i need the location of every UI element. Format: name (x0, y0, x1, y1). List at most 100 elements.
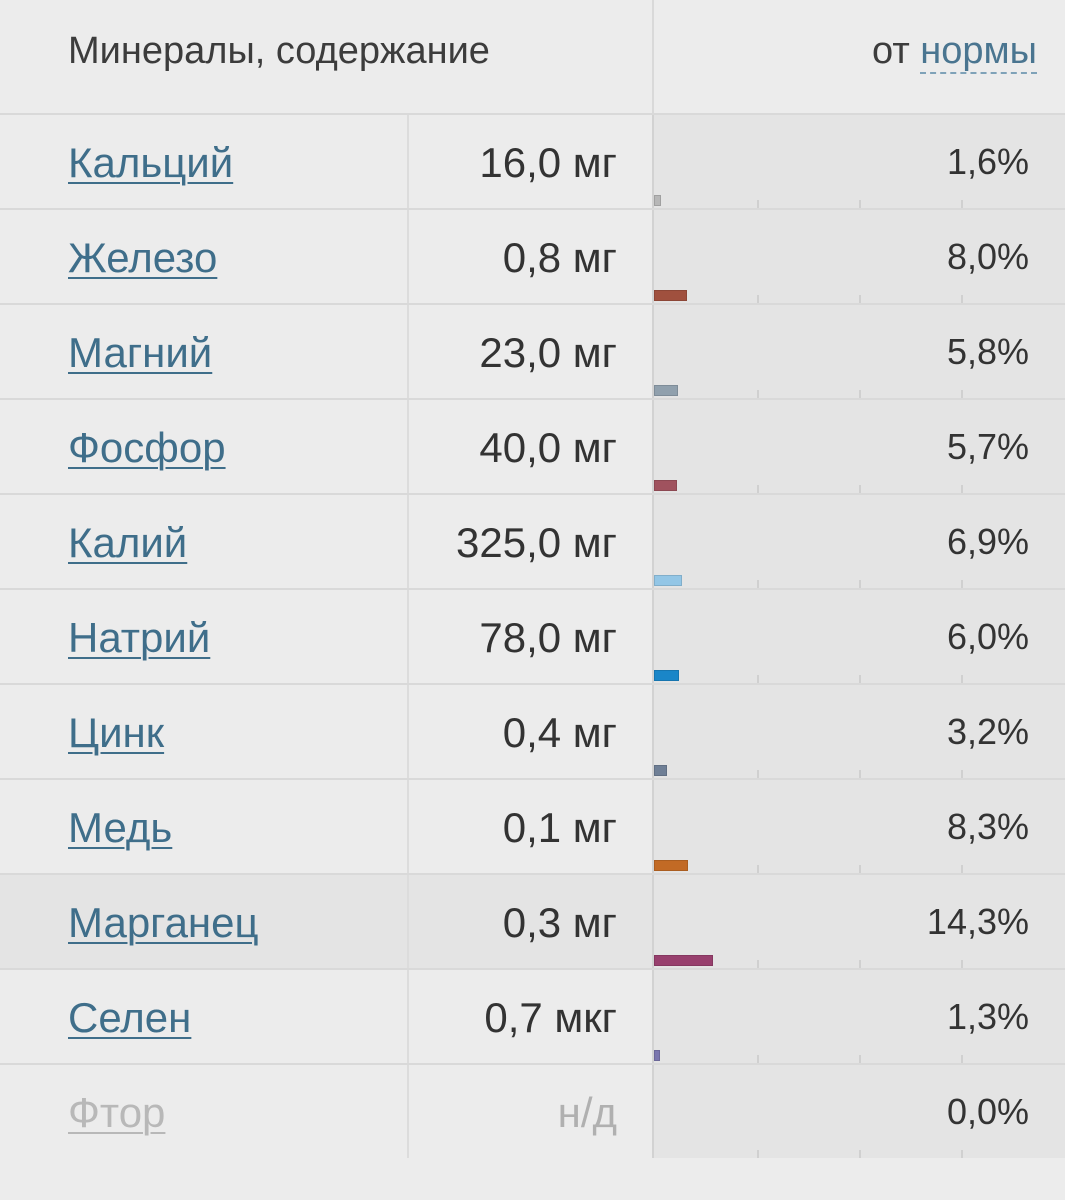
mineral-name-link[interactable]: Фосфор (68, 424, 226, 471)
scale-tick (757, 770, 759, 778)
percent-value: 8,3% (946, 806, 1029, 847)
table-row: Цинк 0,4 мг 3,2% (0, 685, 1065, 780)
percent-cell: 1,3% (654, 970, 1065, 1063)
scale-tick (859, 770, 861, 778)
table-row: Натрий 78,0 мг 6,0% (0, 590, 1065, 685)
scale-tick (961, 960, 963, 968)
column-divider (652, 210, 654, 303)
percent-cell: 6,0% (654, 590, 1065, 683)
mineral-amount: 0,1 мг (502, 804, 617, 851)
header-divider (652, 0, 654, 113)
table-footer (0, 1158, 1065, 1200)
norm-link[interactable]: нормы (920, 30, 1037, 74)
column-divider (652, 590, 654, 683)
mineral-name-link[interactable]: Фтор (68, 1089, 166, 1136)
scale-tick (757, 1055, 759, 1063)
table-header: Минералы, содержание от нормы (0, 0, 1065, 115)
mineral-amount: 16,0 мг (479, 139, 617, 186)
scale-tick (757, 390, 759, 398)
percent-bar (654, 1050, 660, 1061)
scale-tick (757, 200, 759, 208)
scale-tick (757, 675, 759, 683)
table-row: Фосфор 40,0 мг 5,7% (0, 400, 1065, 495)
column-divider (652, 970, 654, 1063)
mineral-name-link[interactable]: Цинк (68, 709, 165, 756)
scale-tick (757, 865, 759, 873)
column-divider (652, 1065, 654, 1158)
table-row: Медь 0,1 мг 8,3% (0, 780, 1065, 875)
scale-tick (859, 295, 861, 303)
column-divider (407, 115, 409, 208)
mineral-amount: 325,0 мг (456, 519, 617, 566)
scale-tick (859, 200, 861, 208)
column-divider (407, 685, 409, 778)
scale-tick (859, 485, 861, 493)
percent-value: 8,0% (946, 236, 1029, 277)
column-divider (652, 400, 654, 493)
percent-bar (654, 670, 679, 681)
mineral-name-link[interactable]: Железо (68, 234, 218, 281)
percent-cell: 5,8% (654, 305, 1065, 398)
percent-value: 1,6% (946, 141, 1029, 182)
mineral-amount: 0,8 мг (502, 234, 617, 281)
scale-tick (757, 960, 759, 968)
mineral-name-link[interactable]: Калий (68, 519, 188, 566)
scale-tick (859, 1150, 861, 1158)
column-divider (407, 970, 409, 1063)
column-divider (407, 495, 409, 588)
column-divider (407, 305, 409, 398)
scale-tick (859, 865, 861, 873)
scale-tick (961, 390, 963, 398)
mineral-amount: 78,0 мг (479, 614, 617, 661)
column-divider (407, 590, 409, 683)
mineral-amount: 0,7 мкг (484, 994, 617, 1041)
mineral-name-link[interactable]: Медь (68, 804, 173, 851)
percent-value: 0,0% (946, 1091, 1029, 1132)
scale-tick (961, 1055, 963, 1063)
column-divider (407, 1065, 409, 1158)
percent-bar (654, 195, 661, 206)
table-row: Селен 0,7 мкг 1,3% (0, 970, 1065, 1065)
header-norm: от нормы (872, 30, 1037, 74)
mineral-amount: 0,3 мг (502, 899, 617, 946)
scale-tick (961, 295, 963, 303)
table-row: Кальций 16,0 мг 1,6% (0, 115, 1065, 210)
column-divider (652, 495, 654, 588)
scale-tick (859, 675, 861, 683)
mineral-amount: 40,0 мг (479, 424, 617, 471)
percent-value: 6,0% (946, 616, 1029, 657)
mineral-name-link[interactable]: Магний (68, 329, 213, 376)
mineral-name-link[interactable]: Селен (68, 994, 192, 1041)
percent-cell: 1,6% (654, 115, 1065, 208)
scale-tick (961, 200, 963, 208)
mineral-amount: н/д (557, 1089, 617, 1136)
percent-value: 14,3% (926, 901, 1029, 942)
percent-bar (654, 385, 678, 396)
scale-tick (757, 485, 759, 493)
column-divider (407, 875, 409, 968)
scale-tick (757, 295, 759, 303)
scale-tick (961, 675, 963, 683)
percent-value: 3,2% (946, 711, 1029, 752)
scale-tick (757, 580, 759, 588)
mineral-name-link[interactable]: Марганец (68, 899, 259, 946)
percent-bar (654, 575, 682, 586)
percent-cell: 8,3% (654, 780, 1065, 873)
mineral-name-link[interactable]: Кальций (68, 139, 234, 186)
scale-tick (961, 770, 963, 778)
header-norm-prefix: от (872, 30, 910, 72)
table-body: Кальций 16,0 мг 1,6% Железо 0,8 мг 8,0% Магний… (0, 115, 1065, 1160)
column-divider (407, 400, 409, 493)
percent-cell: 6,9% (654, 495, 1065, 588)
percent-value: 5,7% (946, 426, 1029, 467)
scale-tick (961, 865, 963, 873)
column-divider (652, 115, 654, 208)
mineral-name-link[interactable]: Натрий (68, 614, 211, 661)
column-divider (407, 210, 409, 303)
table-row: Калий 325,0 мг 6,9% (0, 495, 1065, 590)
percent-bar (654, 290, 687, 301)
header-title: Минералы, содержание (68, 30, 490, 72)
percent-value: 5,8% (946, 331, 1029, 372)
column-divider (652, 305, 654, 398)
